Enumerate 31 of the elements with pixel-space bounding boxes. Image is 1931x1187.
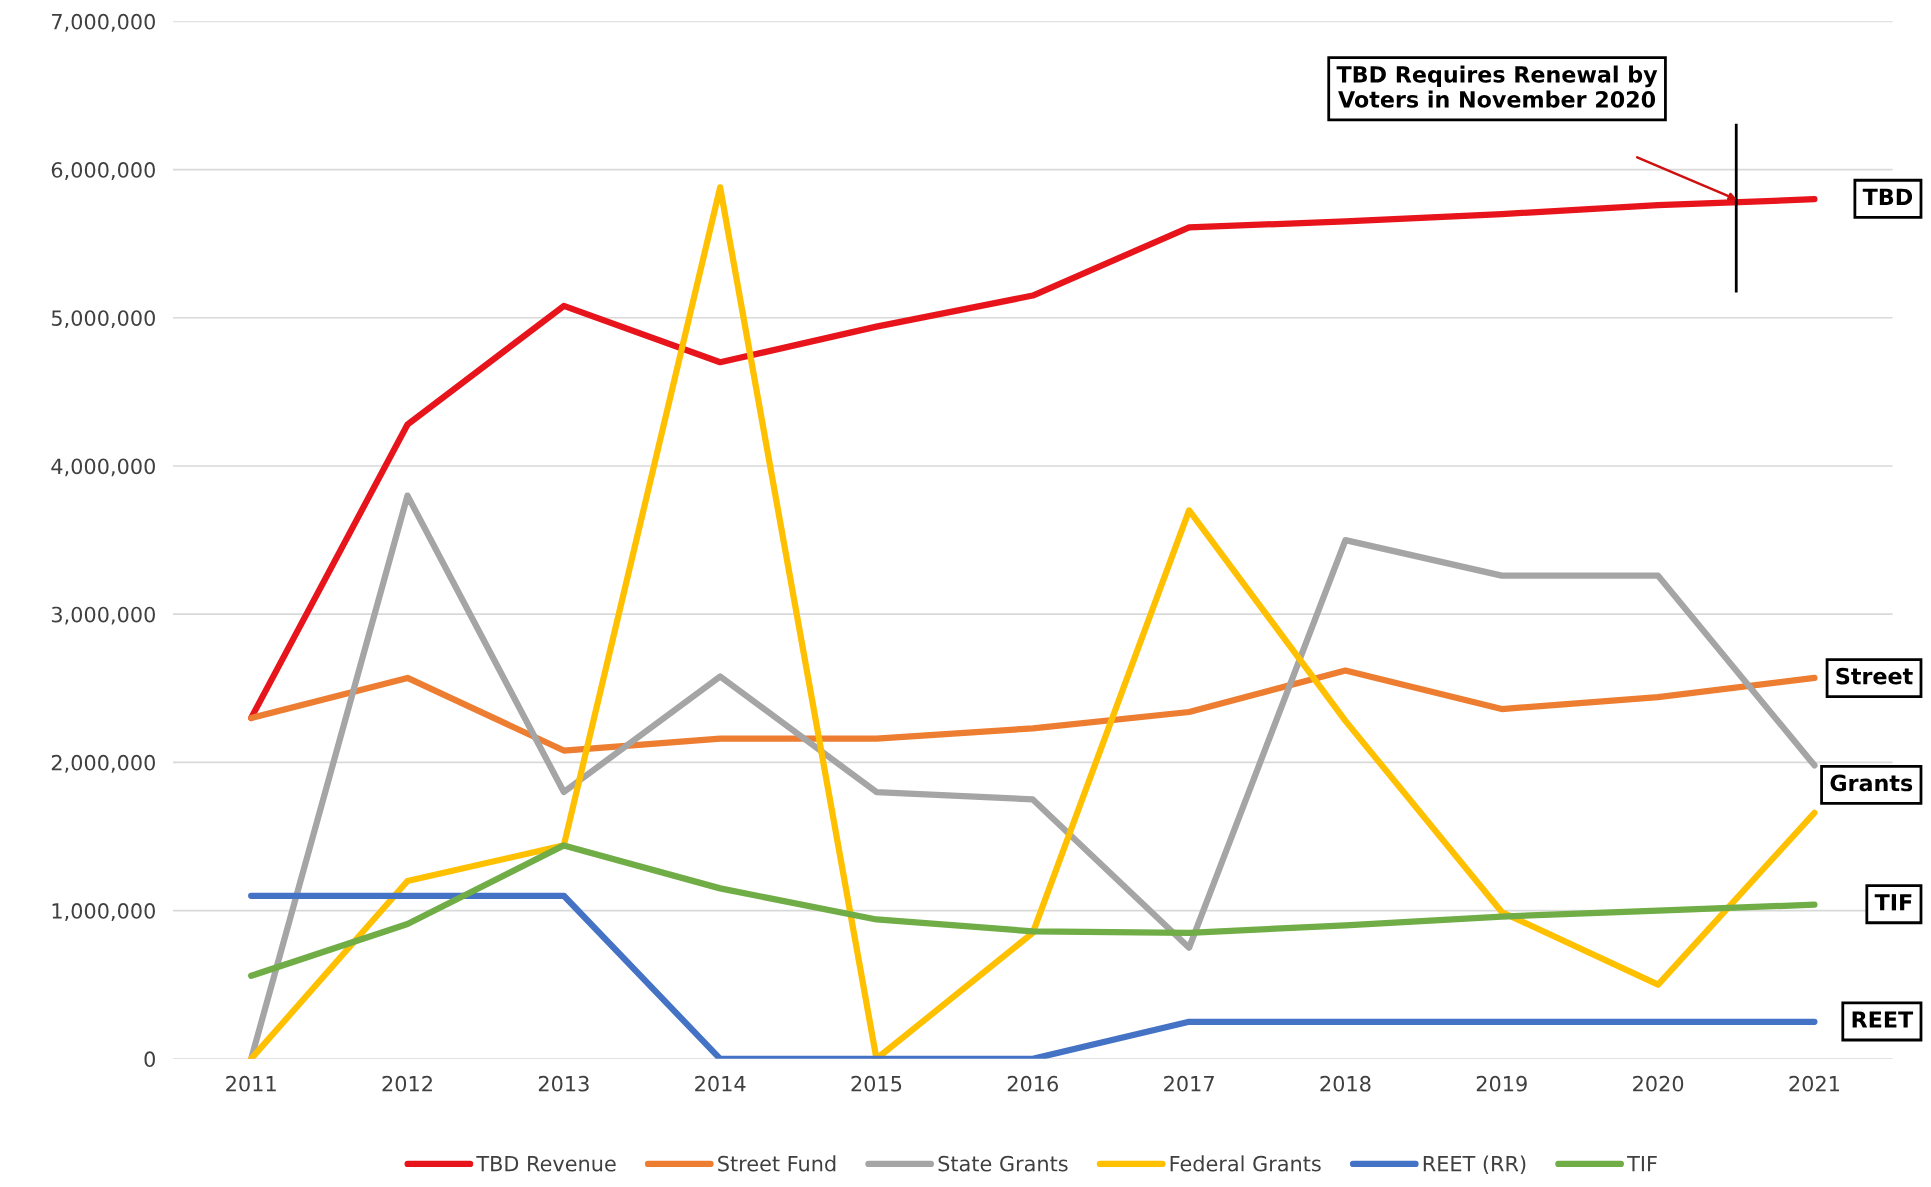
legend-label: REET (RR) bbox=[1423, 1155, 1526, 1174]
y-tick-label: 2,000,000 bbox=[51, 754, 155, 773]
y-tick-label: 4,000,000 bbox=[51, 458, 155, 477]
y-tick-label: 3,000,000 bbox=[51, 606, 155, 625]
y-tick-label: 5,000,000 bbox=[51, 310, 155, 329]
legend-label: Street Fund bbox=[718, 1155, 836, 1172]
y-tick-label: 1,000,000 bbox=[52, 903, 155, 921]
annotation: TIF bbox=[1874, 894, 1912, 911]
legend-label: TIF bbox=[1627, 1156, 1657, 1172]
x-tick-label: 2020 bbox=[1633, 1075, 1684, 1092]
x-tick-label: 2017 bbox=[1164, 1075, 1214, 1092]
x-tick-label: 2011 bbox=[226, 1075, 276, 1092]
x-tick-label: 2021 bbox=[1789, 1075, 1839, 1092]
y-tick-label: 6,000,000 bbox=[51, 162, 155, 180]
annotation: Grants bbox=[1830, 774, 1913, 792]
y-tick-label: 7,000,000 bbox=[52, 13, 155, 32]
x-tick-label: 2019 bbox=[1476, 1075, 1527, 1092]
y-tick-label: 0 bbox=[144, 1051, 155, 1068]
x-tick-label: 2018 bbox=[1320, 1075, 1371, 1092]
x-tick-label: 2015 bbox=[851, 1075, 902, 1092]
annotation: TBD bbox=[1862, 188, 1913, 205]
x-tick-label: 2016 bbox=[1007, 1075, 1058, 1092]
annotation: TBD Requires Renewal by Voters in November 2020 bbox=[1336, 65, 1658, 108]
x-tick-label: 2012 bbox=[382, 1075, 432, 1092]
annotation: Street bbox=[1836, 667, 1913, 685]
annotation: REET bbox=[1852, 1011, 1914, 1028]
legend-label: TBD Revenue bbox=[476, 1156, 616, 1172]
legend-label: State Grants bbox=[938, 1155, 1068, 1172]
legend-label: Federal Grants bbox=[1170, 1155, 1321, 1172]
x-tick-label: 2013 bbox=[538, 1075, 589, 1092]
x-tick-label: 2014 bbox=[695, 1075, 746, 1092]
